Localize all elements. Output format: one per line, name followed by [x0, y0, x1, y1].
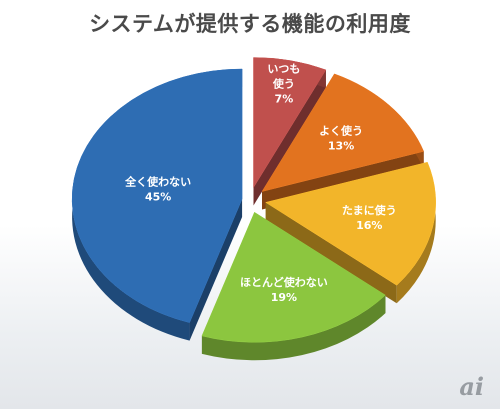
slice-top: [71, 68, 243, 323]
slice-value-label: 16%: [356, 219, 382, 232]
chart-title: システムが提供する機能の利用度: [89, 12, 411, 36]
watermark-logo: ai: [459, 372, 484, 401]
slice-label: 使う: [272, 76, 295, 90]
slice-value-label: 45%: [145, 190, 171, 203]
slice-value-label: 7%: [275, 92, 294, 105]
slice-wall: [253, 69, 326, 206]
slice-label: ほとんど使わない: [240, 275, 328, 289]
slice-value-label: 13%: [328, 140, 354, 153]
pie-slices: [71, 57, 436, 361]
slice-rim: [201, 295, 386, 361]
slice-label: よく使う: [319, 124, 363, 138]
slice-label: いつも: [267, 62, 300, 75]
slice-label: たまに使う: [342, 203, 397, 217]
slice-label: 全く使わない: [124, 174, 191, 188]
slice-top: [201, 211, 386, 343]
slice-wall: [189, 198, 243, 341]
slice-value-label: 19%: [271, 291, 297, 304]
slice-top: [261, 73, 425, 192]
pie-slice-2: [261, 73, 425, 210]
pie-slice-5: [71, 68, 243, 341]
slice-wall: [265, 202, 397, 304]
slice-top: [253, 57, 327, 189]
pie-slice-3: [265, 161, 436, 304]
pie-slice-1: [253, 57, 327, 206]
pie-slice-4: [201, 211, 386, 361]
slice-top: [265, 161, 436, 286]
